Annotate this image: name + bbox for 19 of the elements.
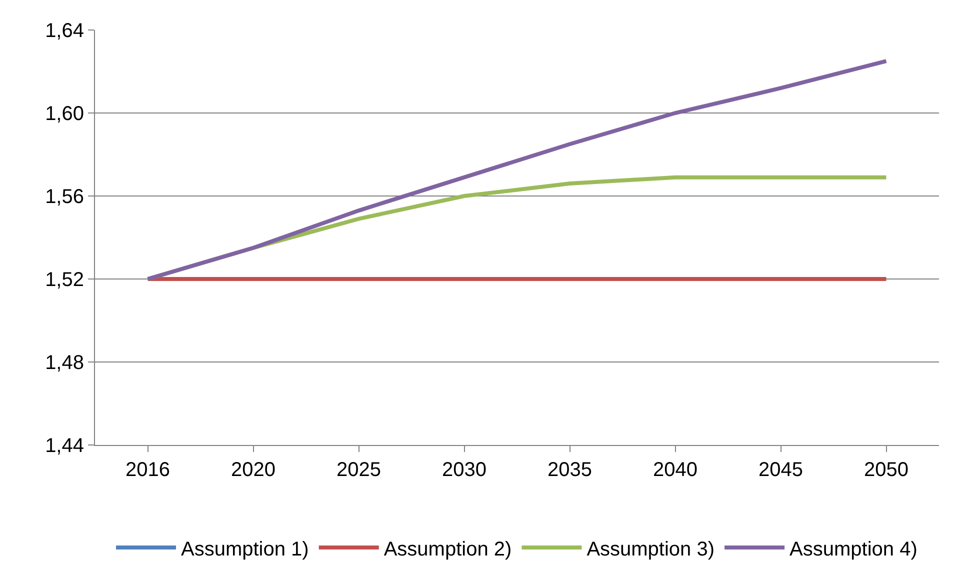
x-tick-label: 2035 [548, 459, 592, 481]
line-series [146, 59, 888, 281]
legend-label: Assumption 2) [384, 538, 512, 560]
legend-label: Assumption 4) [790, 538, 918, 560]
x-tick-label: 2016 [126, 459, 170, 481]
x-tick-label: 2020 [231, 459, 276, 481]
legend-label: Assumption 1) [181, 538, 309, 560]
y-tick-label: 1,44 [45, 435, 84, 457]
y-tick-label: 1,64 [45, 20, 84, 42]
legend-label: Assumption 3) [586, 538, 715, 560]
y-tick-label: 1,52 [45, 269, 84, 291]
y-tick-label: 1,60 [45, 103, 84, 125]
y-tick-label: 1,56 [45, 186, 84, 208]
y-tick-label: 1,48 [45, 352, 84, 374]
x-tick-label: 2040 [653, 459, 698, 481]
x-tick-label: 2025 [336, 459, 381, 481]
x-tick-label: 2045 [758, 459, 803, 481]
x-tick-label: 2050 [864, 459, 908, 481]
x-tick-label: 2030 [442, 459, 486, 481]
